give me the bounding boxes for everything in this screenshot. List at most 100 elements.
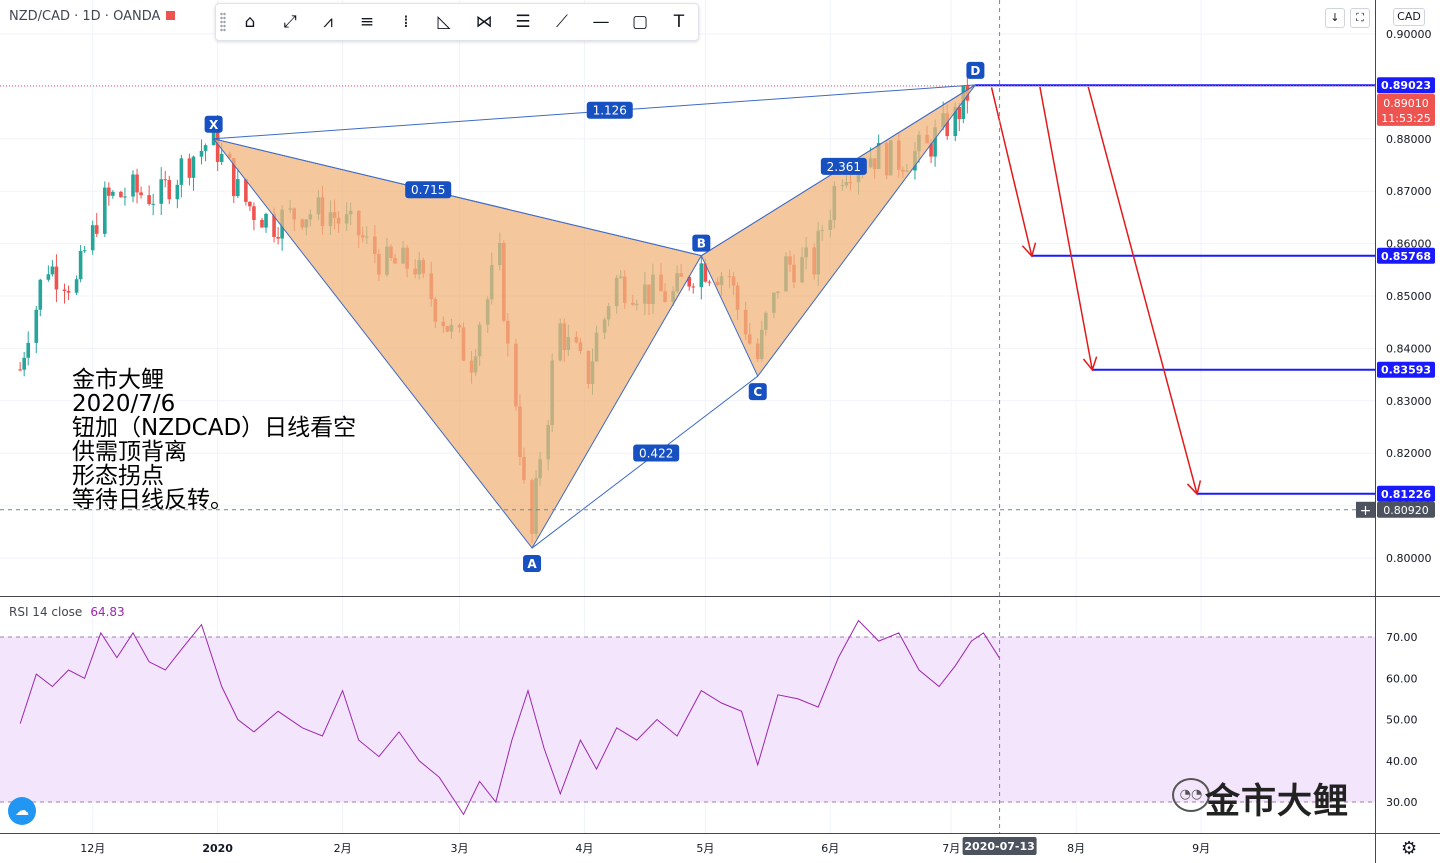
- wechat-icon: ◔◔: [1172, 778, 1210, 812]
- candle-body: [707, 281, 712, 283]
- pattern-point-label: D: [970, 64, 980, 78]
- analysis-note: 金市大鲤 2020/7/6 钮加（NZDCAD）日线看空 供需顶背离 形态拐点 …: [72, 368, 356, 512]
- crosshair-date-text: 2020-07-13: [964, 840, 1034, 853]
- rsi-line: [19, 619, 1001, 816]
- xabcd-pattern-icon[interactable]: ⌂: [244, 12, 256, 32]
- arrow-head: [1186, 480, 1202, 496]
- candle-body: [34, 309, 39, 343]
- ratio-label: 0.715: [411, 183, 445, 197]
- candle-body: [74, 279, 79, 293]
- pattern-point-label: B: [697, 237, 706, 251]
- note-line: 供需顶背离: [72, 439, 187, 465]
- rsi-tick-label: 50.00: [1386, 714, 1418, 727]
- candle-body: [163, 179, 168, 181]
- note-line: 形态拐点: [72, 463, 164, 489]
- candle-body: [119, 191, 123, 198]
- candle-body: [699, 263, 704, 288]
- price-tick-label: 0.90000: [1386, 28, 1432, 41]
- target-price-tag: [1377, 77, 1435, 94]
- head-shoulders-icon[interactable]: ⩘: [323, 12, 333, 32]
- plus-button[interactable]: [1356, 501, 1375, 518]
- vertical-line-icon[interactable]: ⁞: [403, 12, 409, 32]
- trend-line-icon[interactable]: ⟋: [556, 12, 568, 32]
- candle-body: [62, 289, 67, 292]
- pattern-point-label: C: [753, 385, 762, 399]
- candle-body: [191, 156, 196, 178]
- crosshair-date-tag: [962, 837, 1037, 855]
- parallel-channel-icon[interactable]: ≡: [359, 12, 375, 32]
- fib-retracement-icon[interactable]: ☰: [515, 12, 531, 32]
- candle-body: [147, 195, 151, 205]
- text-icon[interactable]: T: [673, 12, 685, 32]
- candle-body: [199, 150, 204, 157]
- candle-body: [252, 206, 256, 220]
- pattern-point-box: [204, 115, 223, 133]
- candle-body: [248, 201, 252, 207]
- ratio-label: 1.126: [593, 104, 627, 118]
- candle-body: [929, 143, 933, 157]
- arrow-down-icon[interactable]: ↓: [1325, 8, 1345, 28]
- candle-body: [131, 174, 135, 197]
- crosshair-price-tag: [1377, 501, 1435, 518]
- rsi-legend[interactable]: RSI 14 close 64.83: [9, 605, 125, 619]
- note-line: 钮加（NZDCAD）日线看空: [72, 415, 357, 441]
- crosshair-price-text: 0.80920: [1383, 504, 1429, 517]
- triangle-pattern-icon[interactable]: ◺: [437, 12, 451, 32]
- ratio-label: 2.361: [827, 160, 861, 174]
- rectangle-icon[interactable]: ▢: [631, 12, 649, 32]
- drag-grip-icon[interactable]: [220, 12, 226, 32]
- rsi-tick-label: 70.00: [1386, 631, 1418, 644]
- candle-body: [26, 342, 31, 358]
- time-tick-label: 2月: [334, 842, 352, 855]
- candle-body: [691, 286, 696, 288]
- rsi-name: RSI 14 close: [9, 605, 83, 619]
- target-price-tag-text: 0.89023: [1381, 79, 1431, 92]
- candle-body: [187, 158, 192, 178]
- time-tick-label: 8月: [1067, 842, 1085, 855]
- price-tick-label: 0.86000: [1386, 238, 1432, 251]
- symbol-text: NZD/CAD · 1D · OANDA: [9, 9, 161, 24]
- time-tick-label: 12月: [80, 842, 105, 855]
- candle-body: [46, 274, 51, 280]
- candle-body: [123, 196, 127, 198]
- candle-body: [66, 291, 71, 293]
- candle-body: [219, 153, 224, 162]
- candle-body: [82, 250, 87, 252]
- target-lines[interactable]: [975, 84, 1375, 496]
- pattern-ratio-line: [531, 375, 759, 549]
- candle-body: [179, 158, 184, 185]
- candle-body: [703, 263, 708, 282]
- candle-body: [135, 174, 139, 193]
- candle-body: [244, 179, 248, 202]
- price-tick-label: 0.80000: [1386, 552, 1432, 565]
- candle-body: [203, 145, 208, 151]
- target-price-tag: [1377, 361, 1435, 378]
- sell-arrow[interactable]: [1087, 86, 1198, 495]
- candle-body: [90, 225, 95, 251]
- rsi-tick-label: 60.00: [1386, 672, 1418, 685]
- plus-icon[interactable]: +: [1360, 503, 1372, 519]
- price-tick-label: 0.84000: [1386, 342, 1432, 355]
- sell-arrow[interactable]: [1039, 86, 1094, 371]
- price-tick-label: 0.88000: [1386, 133, 1432, 146]
- candle-body: [50, 266, 55, 275]
- path-icon[interactable]: ⤢: [283, 12, 297, 32]
- sell-arrow[interactable]: [990, 87, 1033, 257]
- harmonic-pattern[interactable]: 1.126 0.715 0.422 2.361 X A B C D: [204, 61, 985, 573]
- candle-body: [18, 369, 22, 371]
- horizontal-line-icon[interactable]: —: [592, 12, 610, 32]
- market-status-icon: [166, 11, 176, 20]
- time-tick-label: 3月: [450, 842, 468, 855]
- last-price-tag: [1377, 93, 1435, 126]
- candle-body: [260, 219, 264, 228]
- time-tick-label: 2020: [202, 842, 233, 855]
- currency-button[interactable]: CAD: [1393, 8, 1425, 26]
- pattern-point-label: A: [527, 557, 537, 571]
- rsi-tick-label: 40.00: [1386, 755, 1418, 768]
- fullscreen-icon[interactable]: ⛶: [1350, 8, 1370, 28]
- note-line: 等待日线反转。: [72, 487, 233, 513]
- abcd-pattern-icon[interactable]: ⋈: [475, 12, 493, 32]
- tradingview-logo-icon[interactable]: ☁: [8, 797, 36, 825]
- gear-icon[interactable]: ⚙: [1401, 838, 1418, 859]
